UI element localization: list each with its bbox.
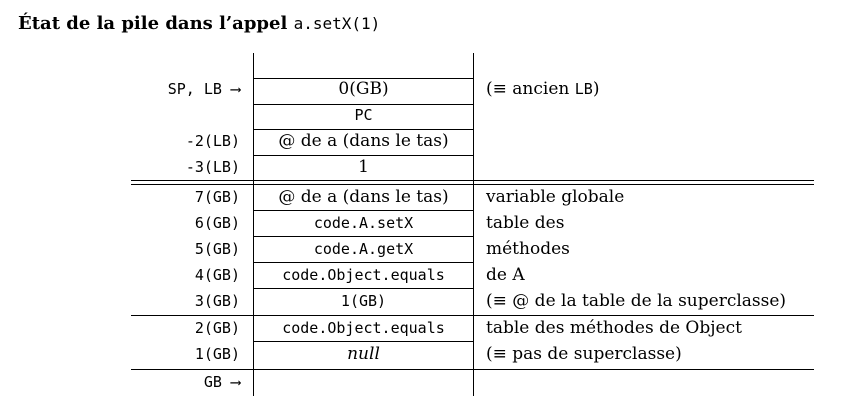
row-label: 6(GB): [194, 214, 240, 232]
section-double-line-top: [131, 180, 814, 181]
section-line-bottom: [131, 369, 814, 370]
row-label: 2(GB): [194, 319, 240, 337]
stack-row: 5(GB) code.A.getX méthodes: [0, 236, 841, 262]
note-suffix: ): [592, 79, 600, 99]
row-note: méthodes: [486, 239, 570, 259]
row-label: -3(LB): [185, 158, 240, 176]
section-line: [131, 315, 814, 316]
row-note: (≡ ancien LB): [486, 76, 599, 102]
stack-cell: @ de a (dans le tas): [278, 187, 449, 207]
row-divider: [253, 104, 474, 105]
section-double-line-bottom: [131, 184, 814, 185]
stack-row: 6(GB) code.A.setX table des: [0, 210, 841, 236]
row-label: 4(GB): [194, 266, 240, 284]
stack-row: 3(GB) 1(GB) (≡ @ de la table de la super…: [0, 288, 841, 314]
row-note: table des: [486, 213, 565, 233]
note-code: LB: [574, 80, 593, 98]
row-label: 5(GB): [194, 240, 240, 258]
row-label: [0, 102, 240, 128]
stack-row: PC: [0, 102, 841, 128]
stack-row: 4(GB) code.Object.equals de A: [0, 262, 841, 288]
stack-row: 2(GB) code.Object.equals table des métho…: [0, 315, 841, 341]
stack-row: GB ⟶: [0, 369, 841, 395]
row-divider: [253, 129, 474, 130]
stack-cell: 1: [358, 157, 369, 177]
note-prefix: (≡ ancien: [486, 79, 575, 99]
stack-cell: null: [347, 344, 380, 364]
row-divider: [253, 78, 474, 79]
title-code: a.setX(1): [293, 14, 381, 33]
row-note: (≡ pas de superclasse): [486, 344, 682, 364]
stack-row: -3(LB) 1: [0, 154, 841, 180]
stack-row: 7(GB) @ de a (dans le tas) variable glob…: [0, 184, 841, 210]
title-text: État de la pile dans l’appel: [18, 13, 294, 34]
row-label: 7(GB): [194, 188, 240, 206]
stack-cell: code.Object.equals: [282, 266, 445, 284]
stack-row: -2(LB) @ de a (dans le tas): [0, 128, 841, 154]
row-note: table des méthodes de Object: [486, 318, 742, 338]
row-divider: [253, 155, 474, 156]
stack-cell: code.Object.equals: [282, 319, 445, 337]
row-label: 1(GB): [194, 345, 240, 363]
row-divider: [253, 236, 474, 237]
row-label: GB ⟶: [203, 373, 240, 391]
stack-left-border: [253, 53, 254, 396]
row-divider: [253, 288, 474, 289]
stack-right-border: [473, 53, 474, 396]
stack-cell: code.A.setX: [313, 214, 414, 232]
row-divider: [253, 210, 474, 211]
row-note: de A: [486, 265, 525, 285]
row-label: SP, LB ⟶: [167, 80, 240, 98]
row-note: variable globale: [486, 187, 625, 207]
stack-row: SP, LB ⟶ 0(GB) (≡ ancien LB): [0, 76, 841, 102]
stack-cell: @ de a (dans le tas): [278, 131, 449, 151]
row-divider: [253, 341, 474, 342]
row-note: (≡ @ de la table de la superclasse): [486, 291, 787, 311]
stack-cell: code.A.getX: [313, 240, 414, 258]
diagram-title: État de la pile dans l’appel a.setX(1): [18, 13, 380, 34]
row-label: 3(GB): [194, 292, 240, 310]
stack-cell: 1(GB): [340, 292, 387, 310]
row-divider: [253, 262, 474, 263]
stack-row: 1(GB) null (≡ pas de superclasse): [0, 341, 841, 367]
row-label: -2(LB): [185, 132, 240, 150]
stack-cell: 0(GB): [338, 79, 389, 99]
stack-cell: PC: [354, 106, 373, 124]
